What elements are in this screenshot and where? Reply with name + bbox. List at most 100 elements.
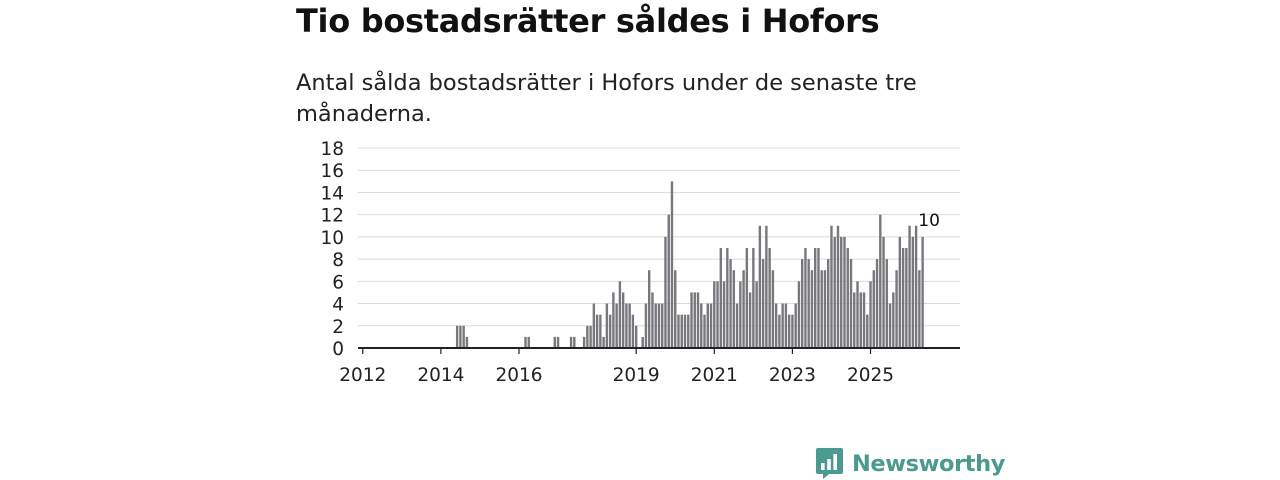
- bar: [804, 248, 807, 348]
- bar: [719, 248, 723, 348]
- bar: [618, 281, 622, 348]
- bar: [592, 303, 596, 348]
- bar: [774, 303, 778, 348]
- bar: [465, 336, 469, 348]
- x-tick-label: 2025: [847, 365, 894, 386]
- bar: [690, 292, 693, 348]
- y-tick-label: 14: [320, 183, 344, 204]
- bar: [787, 314, 791, 348]
- bar: [794, 303, 797, 348]
- bar: [651, 292, 654, 348]
- bar: [703, 314, 706, 348]
- bar: [846, 248, 849, 348]
- newsworthy-logo-text: Newsworthy: [852, 450, 1006, 477]
- bar: [599, 314, 602, 348]
- bar: [687, 314, 690, 348]
- bar: [621, 292, 625, 348]
- bar: [677, 314, 680, 348]
- bar: [625, 303, 628, 348]
- x-axis: 2012 2014 2016 2019 2021 2023 2025: [339, 347, 960, 386]
- bar: [761, 259, 765, 348]
- bar: [459, 325, 462, 348]
- bar: [634, 325, 638, 348]
- bar: [683, 314, 687, 348]
- chart-subtitle: Antal sålda bostadsrätter i Hofors under…: [296, 70, 917, 127]
- bar: [853, 292, 856, 348]
- bar: [755, 281, 758, 348]
- bar: [908, 225, 911, 348]
- bar: [872, 270, 875, 348]
- bar: [696, 292, 700, 348]
- bar: [654, 303, 657, 348]
- x-tick-label: 2021: [691, 365, 738, 386]
- bar: [820, 270, 823, 348]
- bar: [667, 214, 670, 348]
- bar: [693, 292, 696, 348]
- bar: [582, 336, 586, 348]
- bar: [706, 303, 709, 348]
- bar: [905, 248, 908, 348]
- bar: [843, 236, 846, 348]
- bar: [758, 225, 762, 348]
- bar: [866, 314, 869, 348]
- bar: [641, 336, 644, 348]
- bar: [631, 314, 635, 348]
- bar: [615, 303, 618, 348]
- bar: [735, 303, 739, 348]
- bars: [455, 181, 924, 348]
- bar: [700, 303, 703, 348]
- y-tick-label: 8: [332, 250, 344, 271]
- bar: [810, 270, 814, 348]
- bar: [608, 314, 612, 348]
- bar: [462, 325, 465, 348]
- bar: [921, 236, 924, 348]
- bar: [664, 236, 667, 348]
- y-tick-label: 18: [320, 139, 344, 160]
- y-tick-label: 0: [332, 339, 344, 360]
- bar: [911, 236, 915, 348]
- x-tick-label: 2019: [613, 365, 660, 386]
- bar: [888, 303, 892, 348]
- y-tick-label: 4: [332, 295, 344, 316]
- bar: [836, 225, 840, 348]
- newsworthy-logo: Newsworthy: [815, 447, 1005, 480]
- bar: [765, 225, 768, 348]
- y-tick-label: 16: [320, 161, 344, 182]
- newsworthy-logo-icon: [816, 448, 843, 479]
- y-tick-label: 2: [332, 317, 344, 338]
- bar: [674, 270, 677, 348]
- bar: [556, 336, 560, 348]
- bar: [882, 236, 885, 348]
- bar: [647, 270, 651, 348]
- bar: [716, 281, 719, 348]
- y-tick-label: 10: [320, 228, 344, 249]
- bar: [569, 336, 573, 348]
- bar: [869, 281, 872, 348]
- bar: [895, 270, 898, 348]
- y-tick-label: 6: [332, 272, 344, 293]
- bar: [892, 292, 895, 348]
- bar: [830, 225, 833, 348]
- bar: [670, 181, 674, 348]
- x-tick-label: 2012: [339, 365, 386, 386]
- bar: [901, 248, 905, 348]
- annotations: 10: [918, 211, 940, 231]
- chart-title: Tio bostadsrätter såldes i Hofors: [296, 2, 880, 40]
- bar: [784, 303, 788, 348]
- bar: [589, 325, 592, 348]
- bar: [644, 303, 648, 348]
- bar: [875, 259, 879, 348]
- bar: [661, 303, 664, 348]
- bar: [553, 336, 556, 348]
- y-tick-label: 12: [320, 206, 344, 227]
- bar: [709, 303, 713, 348]
- bar: [807, 259, 810, 348]
- bar: [800, 259, 804, 348]
- bar: [527, 336, 530, 348]
- bar: [722, 281, 726, 348]
- bar: [742, 270, 745, 348]
- bar: [726, 248, 729, 348]
- bar: [748, 292, 752, 348]
- bar: [573, 336, 576, 348]
